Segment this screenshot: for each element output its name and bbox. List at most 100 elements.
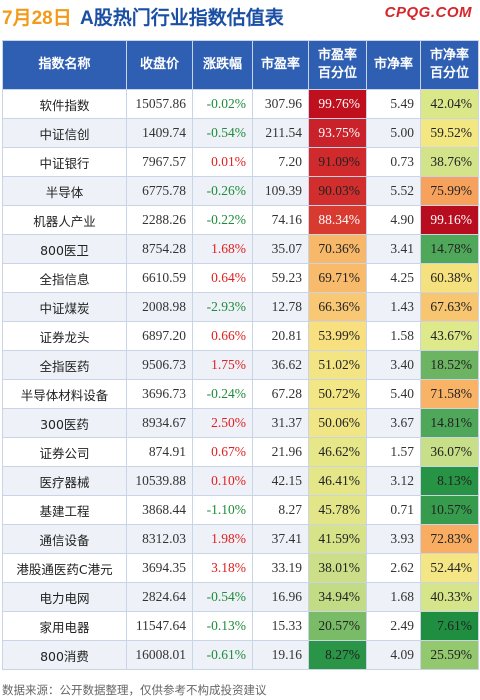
pe-percentile-cell: 93.75%: [308, 118, 367, 148]
pe-cell: 16.96: [252, 582, 309, 612]
pe-cell: 15.33: [252, 611, 309, 641]
table-header-row: 指数名称 收盘价 涨跌幅 市盈率 市盈率 百分位 市净率 市净率 百分位: [2, 40, 479, 90]
table-row[interactable]: 电力电网 2824.64 -0.54% 16.96 34.94% 1.68 40.33%: [2, 582, 479, 612]
table-row[interactable]: 半导体 6775.78 -0.26% 109.39 90.03% 5.52 75.99%: [2, 176, 479, 206]
pe-cell: 12.78: [252, 292, 309, 322]
table-row[interactable]: 全指信息 6610.59 0.64% 59.23 69.71% 4.25 60.38%: [2, 263, 479, 293]
pb-percentile-cell: 40.33%: [420, 582, 479, 612]
change-pct-cell: -0.26%: [192, 176, 253, 206]
pb-cell: 3.93: [366, 524, 421, 554]
table-row[interactable]: 通信设备 8312.03 1.98% 37.41 41.59% 3.93 72.83%: [2, 524, 479, 554]
pe-cell: 31.37: [252, 408, 309, 438]
pe-cell: 74.16: [252, 205, 309, 235]
table-row[interactable]: 300医药 8934.67 2.50% 31.37 50.06% 3.67 14.81%: [2, 408, 479, 438]
change-pct-cell: 0.67%: [192, 437, 253, 467]
index-name-cell: 港股通医药C港元: [2, 553, 127, 583]
pb-percentile-cell: 99.16%: [420, 205, 479, 235]
pe-percentile-cell: 46.62%: [308, 437, 367, 467]
close-price-cell: 1409.74: [126, 118, 193, 148]
brand-logo-text[interactable]: CPQG.COM: [384, 4, 472, 21]
table-row[interactable]: 基建工程 3868.44 -1.10% 8.27 45.78% 0.71 10.57%: [2, 495, 479, 525]
col-header-pe-percentile[interactable]: 市盈率 百分位: [308, 40, 367, 90]
table-row[interactable]: 软件指数 15057.86 -0.02% 307.96 99.76% 5.49 42.04%: [2, 89, 479, 119]
pe-cell: 59.23: [252, 263, 309, 293]
pe-cell: 7.20: [252, 147, 309, 177]
report-date: 7月28日: [2, 8, 72, 29]
pe-percentile-cell: 38.01%: [308, 553, 367, 583]
index-name-cell: 全指医药: [2, 350, 127, 380]
pe-percentile-cell: 91.09%: [308, 147, 367, 177]
table-row[interactable]: 证券龙头 6897.20 0.66% 20.81 53.99% 1.58 43.67%: [2, 321, 479, 351]
pb-percentile-cell: 36.07%: [420, 437, 479, 467]
pb-cell: 1.58: [366, 321, 421, 351]
pb-percentile-cell: 7.61%: [420, 611, 479, 641]
change-pct-cell: -0.24%: [192, 379, 253, 409]
index-name-cell: 中证煤炭: [2, 292, 127, 322]
table-row[interactable]: 中证煤炭 2008.98 -2.93% 12.78 66.36% 1.43 67.63%: [2, 292, 479, 322]
pe-cell: 37.41: [252, 524, 309, 554]
pb-percentile-cell: 60.38%: [420, 263, 479, 293]
change-pct-cell: -0.02%: [192, 89, 253, 119]
table-row[interactable]: 家用电器 11547.64 -0.13% 15.33 20.57% 2.49 7.61%: [2, 611, 479, 641]
close-price-cell: 8754.28: [126, 234, 193, 264]
pe-cell: 307.96: [252, 89, 309, 119]
index-name-cell: 家用电器: [2, 611, 127, 641]
close-price-cell: 3694.35: [126, 553, 193, 583]
table-row[interactable]: 医疗器械 10539.88 0.10% 42.15 46.41% 3.12 8.13%: [2, 466, 479, 496]
col-header-close[interactable]: 收盘价: [126, 40, 193, 90]
close-price-cell: 10539.88: [126, 466, 193, 496]
change-pct-cell: -0.54%: [192, 582, 253, 612]
index-name-cell: 300医药: [2, 408, 127, 438]
table-row[interactable]: 全指医药 9506.73 1.75% 36.62 51.02% 3.40 18.52%: [2, 350, 479, 380]
change-pct-cell: -0.54%: [192, 118, 253, 148]
pb-cell: 5.52: [366, 176, 421, 206]
close-price-cell: 3868.44: [126, 495, 193, 525]
close-price-cell: 6897.20: [126, 321, 193, 351]
pe-cell: 36.62: [252, 350, 309, 380]
close-price-cell: 8312.03: [126, 524, 193, 554]
source-note: 数据来源：公开数据整理，仅供参考不构成投资建议: [2, 683, 267, 697]
pb-cell: 4.25: [366, 263, 421, 293]
table-row[interactable]: 港股通医药C港元 3694.35 3.18% 33.19 38.01% 2.62 52.44…: [2, 553, 479, 583]
table-row[interactable]: 机器人产业 2288.26 -0.22% 74.16 88.34% 4.90 99.16%: [2, 205, 479, 235]
pb-percentile-cell: 71.58%: [420, 379, 479, 409]
change-pct-cell: -1.10%: [192, 495, 253, 525]
pe-cell: 42.15: [252, 466, 309, 496]
pb-percentile-cell: 52.44%: [420, 553, 479, 583]
pe-percentile-cell: 8.27%: [308, 640, 367, 670]
col-header-name[interactable]: 指数名称: [2, 40, 127, 90]
table-row[interactable]: 中证信创 1409.74 -0.54% 211.54 93.75% 5.00 59.52%: [2, 118, 479, 148]
table-row[interactable]: 800医卫 8754.28 1.68% 35.07 70.36% 3.41 14.78%: [2, 234, 479, 264]
index-name-cell: 医疗器械: [2, 466, 127, 496]
col-header-change[interactable]: 涨跌幅: [192, 40, 253, 90]
col-header-pb-percentile[interactable]: 市净率 百分位: [420, 40, 479, 90]
pe-percentile-cell: 51.02%: [308, 350, 367, 380]
pb-percentile-cell: 43.67%: [420, 321, 479, 351]
change-pct-cell: 0.01%: [192, 147, 253, 177]
pb-percentile-cell: 59.52%: [420, 118, 479, 148]
close-price-cell: 874.91: [126, 437, 193, 467]
pb-percentile-cell: 8.13%: [420, 466, 479, 496]
col-header-pb[interactable]: 市净率: [366, 40, 421, 90]
index-name-cell: 软件指数: [2, 89, 127, 119]
valuation-table: 指数名称 收盘价 涨跌幅 市盈率 市盈率 百分位 市净率 市净率 百分位 软件指…: [2, 40, 479, 670]
close-price-cell: 7967.57: [126, 147, 193, 177]
table-row[interactable]: 半导体材料设备 3696.73 -0.24% 67.28 50.72% 5.40 71.58…: [2, 379, 479, 409]
pb-cell: 3.40: [366, 350, 421, 380]
table-row[interactable]: 证券公司 874.91 0.67% 21.96 46.62% 1.57 36.07%: [2, 437, 479, 467]
index-name-cell: 基建工程: [2, 495, 127, 525]
change-pct-cell: -0.61%: [192, 640, 253, 670]
table-row[interactable]: 800消费 16008.01 -0.61% 19.16 8.27% 4.09 25.59%: [2, 640, 479, 670]
pe-percentile-cell: 66.36%: [308, 292, 367, 322]
table-row[interactable]: 中证银行 7967.57 0.01% 7.20 91.09% 0.73 38.76%: [2, 147, 479, 177]
index-name-cell: 通信设备: [2, 524, 127, 554]
col-header-pe[interactable]: 市盈率: [252, 40, 309, 90]
change-pct-cell: -2.93%: [192, 292, 253, 322]
change-pct-cell: -0.13%: [192, 611, 253, 641]
pb-cell: 1.57: [366, 437, 421, 467]
pb-percentile-cell: 67.63%: [420, 292, 479, 322]
index-name-cell: 机器人产业: [2, 205, 127, 235]
pb-cell: 1.43: [366, 292, 421, 322]
change-pct-cell: 3.18%: [192, 553, 253, 583]
pb-percentile-cell: 75.99%: [420, 176, 479, 206]
